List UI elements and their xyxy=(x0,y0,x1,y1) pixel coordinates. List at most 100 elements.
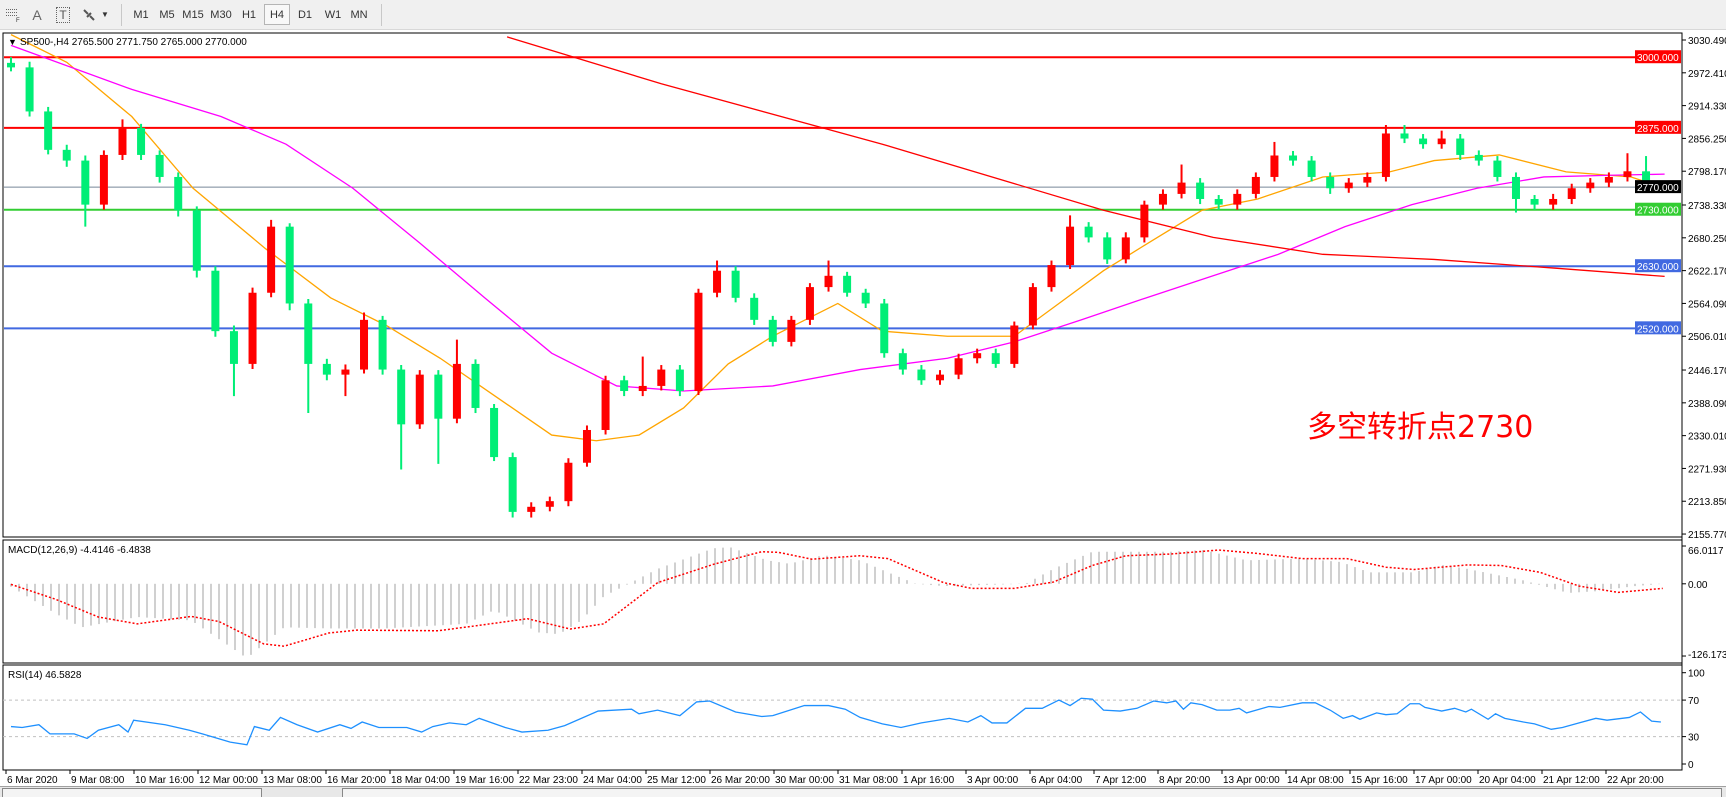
time-tick-label: 24 Mar 04:00 xyxy=(583,775,642,786)
candle-body xyxy=(341,369,350,375)
time-tick-label: 31 Mar 08:00 xyxy=(839,775,898,786)
candle-body xyxy=(99,154,108,205)
candle-body xyxy=(843,275,852,293)
timeframe-h4[interactable]: H4 xyxy=(264,4,290,25)
candle xyxy=(1047,260,1056,292)
candle-body xyxy=(1419,138,1428,145)
candle xyxy=(99,150,108,210)
timeframe-d1[interactable]: D1 xyxy=(297,8,313,21)
candle xyxy=(1381,124,1390,182)
time-tick-label: 6 Apr 04:00 xyxy=(1031,775,1083,786)
main-plot xyxy=(4,34,1681,518)
candle xyxy=(1084,222,1093,243)
timeframe-m1[interactable]: M1 xyxy=(133,8,149,21)
candle xyxy=(229,325,238,397)
candle xyxy=(1010,321,1019,368)
time-tick-label: 21 Apr 12:00 xyxy=(1543,775,1600,786)
candle-body xyxy=(936,374,944,381)
timeframe-m15[interactable]: M15 xyxy=(182,8,204,21)
macd-title: MACD(12,26,9) -4.4146 -6.4838 xyxy=(8,545,151,556)
candle-body xyxy=(304,303,313,364)
candle xyxy=(1344,178,1353,193)
candle-body xyxy=(490,407,499,458)
candle xyxy=(564,458,573,507)
text-icon[interactable]: A xyxy=(32,6,42,23)
candle xyxy=(1474,150,1483,166)
candle xyxy=(694,288,703,395)
candle xyxy=(1196,178,1205,205)
price-tick-label: 2856.250 xyxy=(1688,134,1726,145)
moving-average-2 xyxy=(506,36,1665,278)
candle xyxy=(861,288,870,308)
rsi-tick-label: 100 xyxy=(1688,669,1705,680)
candle-body xyxy=(1567,188,1576,199)
candle-body xyxy=(675,369,684,392)
candle-body xyxy=(1437,138,1446,145)
candle-body xyxy=(248,292,257,364)
time-tick-label: 26 Mar 20:00 xyxy=(711,775,770,786)
price-tick-label: 2680.250 xyxy=(1688,234,1726,245)
candle xyxy=(434,370,443,464)
chart-tab[interactable] xyxy=(342,788,1722,797)
candle-body xyxy=(824,275,833,288)
chart-tab[interactable] xyxy=(2,788,262,797)
timeframe-h1[interactable]: H1 xyxy=(241,8,257,21)
level-label-bg xyxy=(1635,259,1681,273)
toolbar: F A T ▼ M1 M5 M15 M30 H1 H4 D1 W1 MN xyxy=(0,0,1726,30)
candle-body xyxy=(1344,182,1353,189)
dropdown-icon[interactable]: ▼ xyxy=(101,10,109,19)
candle xyxy=(527,502,536,518)
candle-body xyxy=(1307,160,1316,177)
toolbar-separator xyxy=(121,4,122,26)
candle-body xyxy=(174,176,183,211)
time-tick-label: 12 Mar 00:00 xyxy=(199,775,258,786)
candle-body xyxy=(973,353,982,359)
candle xyxy=(192,206,201,278)
timeframe-m30[interactable]: M30 xyxy=(210,8,232,21)
macd-tick-label: 66.0117 xyxy=(1688,546,1724,557)
candle xyxy=(843,271,852,297)
candle-body xyxy=(118,127,127,155)
candle xyxy=(81,155,90,227)
candle-body xyxy=(582,429,591,463)
candle xyxy=(25,61,34,117)
chart-grid-icon[interactable]: F xyxy=(2,4,24,25)
time-tick-label: 22 Apr 20:00 xyxy=(1607,775,1664,786)
candle xyxy=(657,365,666,391)
candle-body xyxy=(508,457,517,512)
rsi-title: RSI(14) 46.5828 xyxy=(8,670,82,681)
main-chart-panel xyxy=(2,32,1683,538)
candle xyxy=(304,298,313,414)
candle-body xyxy=(155,154,164,177)
candle-body xyxy=(1270,155,1279,177)
chart-tabs-bar xyxy=(0,786,1726,797)
timeframe-m5[interactable]: M5 xyxy=(159,8,175,21)
candle xyxy=(582,425,591,467)
price-tick-label: 2213.850 xyxy=(1688,497,1726,508)
candle-body xyxy=(1400,133,1409,139)
arrows-icon[interactable] xyxy=(78,4,100,25)
candle xyxy=(917,365,926,385)
candle-body xyxy=(1196,182,1205,199)
candle xyxy=(1307,156,1316,182)
price-tick-label: 2564.090 xyxy=(1688,299,1726,310)
time-tick-label: 7 Apr 12:00 xyxy=(1095,775,1147,786)
candle-body xyxy=(1066,226,1075,266)
candle-body xyxy=(1289,155,1298,161)
candle xyxy=(1028,283,1037,330)
candle xyxy=(638,356,647,397)
candle xyxy=(1530,195,1539,210)
candle-body xyxy=(1530,198,1539,205)
candle-body xyxy=(1511,176,1520,199)
candle xyxy=(1604,172,1613,188)
candle xyxy=(1363,172,1372,188)
candle xyxy=(211,266,220,337)
text-label-icon[interactable]: T xyxy=(52,4,74,25)
candle-body xyxy=(638,385,647,392)
level-label-bg xyxy=(1635,321,1681,335)
candle-body xyxy=(1642,171,1651,188)
candle xyxy=(1549,193,1558,210)
timeframe-w1[interactable]: W1 xyxy=(324,8,342,21)
timeframe-mn[interactable]: MN xyxy=(350,8,368,21)
